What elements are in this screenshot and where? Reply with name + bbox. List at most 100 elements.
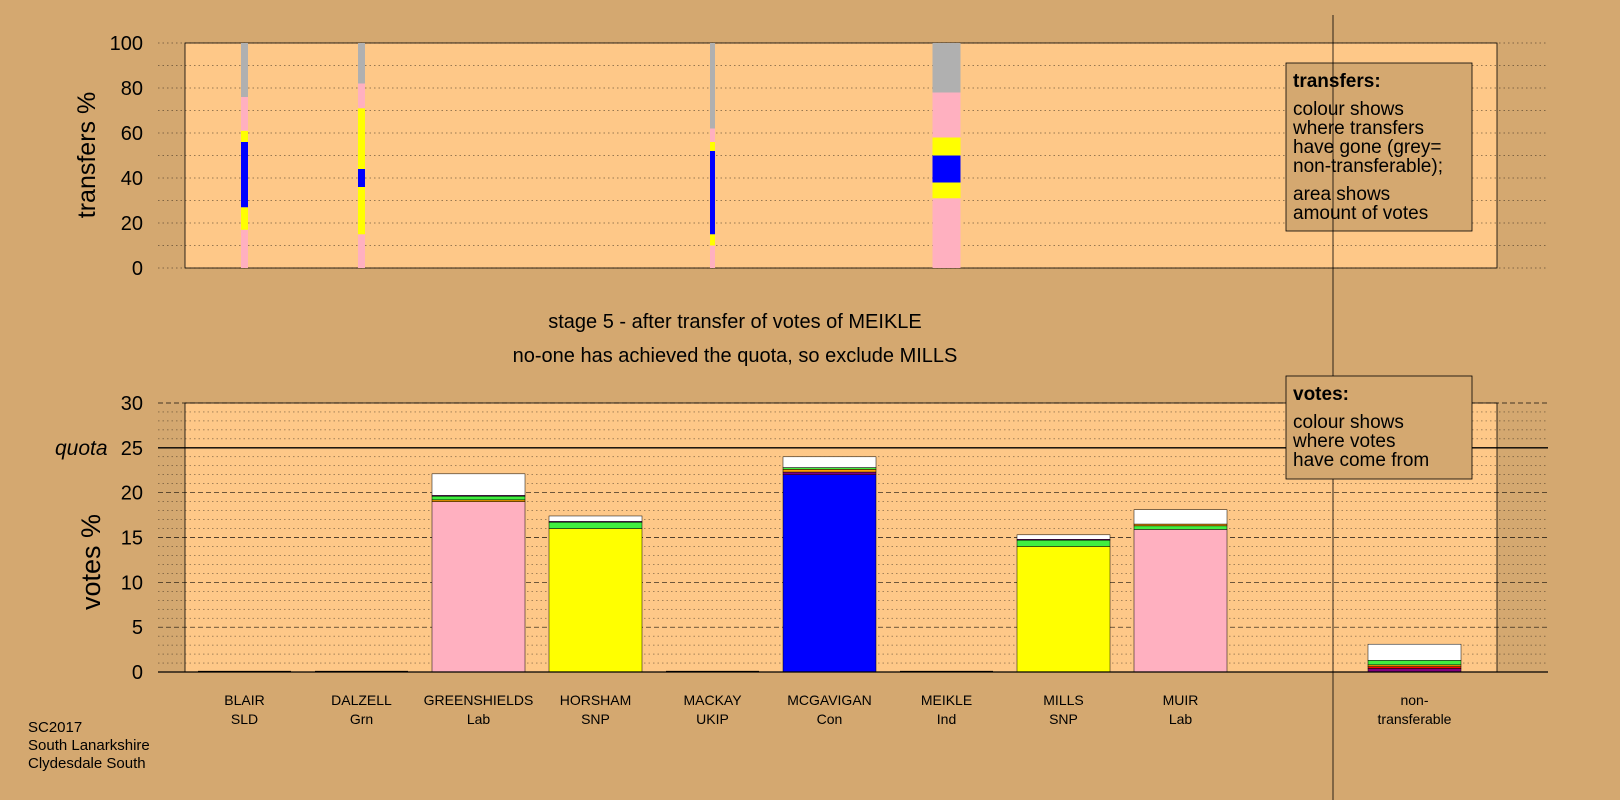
candidate-party-label: transferable (1378, 711, 1452, 727)
votes-tick-label: 5 (132, 617, 143, 639)
candidate-name-label: BLAIR (224, 692, 264, 708)
candidate-name-label: HORSHAM (560, 692, 632, 708)
transfer-segment-meikle-snp (932, 137, 961, 156)
vote-segment-non-sld (1367, 664, 1462, 667)
transfer-segment-mackay-snp (710, 234, 715, 246)
votes-legend-line: colour shows (1293, 412, 1404, 433)
votes-tick-label: 10 (121, 572, 143, 594)
candidate-party-label: Lab (1169, 711, 1193, 727)
vote-segment-horsham-grn (548, 522, 643, 529)
quota-status-message: no-one has achieved the quota, so exclud… (513, 345, 958, 367)
transfer-segment-mackay-con (710, 151, 715, 235)
transfer-segment-dalzell-snp (358, 108, 365, 169)
vote-segment-greenshields-sld (431, 499, 526, 502)
candidate-name-label: MACKAY (683, 692, 742, 708)
transfer-segment-dalzell-nontransferable (358, 43, 365, 84)
transfer-segment-mackay-lab (710, 245, 715, 268)
transfer-segment-dalzell-lab (358, 234, 365, 268)
candidate-party-label: SNP (1049, 711, 1078, 727)
transfers-legend-line: non-transferable); (1293, 156, 1443, 177)
vote-segment-horsham-new_transfer (548, 515, 643, 522)
vote-segment-muir-grn (1133, 525, 1228, 530)
transfer-segment-blair-lab (241, 229, 248, 268)
vote-segment-mcgavigan-grn (782, 467, 877, 470)
vote-segment-horsham-snp (548, 528, 643, 673)
election-footer-line: South Lanarkshire (28, 737, 150, 754)
vote-segment-muir-sld (1133, 523, 1228, 527)
vote-segment-mills-snp (1016, 546, 1111, 673)
transfers-legend-box (1285, 62, 1473, 232)
transfers-legend-title: transfers: (1293, 71, 1381, 92)
transfers-legend-line: colour shows (1293, 99, 1404, 120)
vote-segment-greenshields-lab (431, 501, 526, 673)
transfer-segment-dalzell-snp (358, 187, 365, 235)
transfers-tick-label: 100 (110, 33, 143, 55)
vote-segment-non-grn (1367, 660, 1462, 666)
transfers-legend-line: area shows (1293, 184, 1390, 205)
votes-tick-label: 25 (121, 438, 143, 460)
transfer-segment-dalzell-con (358, 169, 365, 187)
transfer-segment-blair-snp (241, 130, 248, 142)
transfer-segment-mackay-snp (710, 142, 715, 151)
candidate-name-label: GREENSHIELDS (424, 692, 534, 708)
transfers-plot-area (184, 42, 1498, 269)
vote-segment-mills-grn (1016, 539, 1111, 547)
votes-legend-box (1285, 375, 1473, 480)
vote-segment-mcgavigan-new_transfer (782, 456, 877, 468)
transfer-segment-blair-nontransferable (241, 43, 248, 97)
votes-legend-line: have come from (1293, 450, 1429, 471)
candidate-party-label: SLD (231, 711, 258, 727)
election-footer-line: Clydesdale South (28, 755, 146, 772)
transfer-segment-meikle-snp (932, 182, 961, 199)
candidate-name-label: MEIKLE (921, 692, 972, 708)
transfer-segment-dalzell-lab (358, 83, 365, 109)
candidate-name-label: non- (1400, 692, 1428, 708)
vote-segment-mcgavigan-con (782, 474, 877, 673)
transfer-segment-meikle-nontransferable (932, 43, 961, 93)
transfers-legend-line: have gone (grey= (1293, 137, 1441, 158)
transfer-segment-meikle-lab (932, 198, 961, 268)
votes-tick-label: 20 (121, 483, 143, 505)
quota-label: quota (55, 437, 108, 460)
candidate-party-label: Ind (937, 711, 956, 727)
vote-segment-muir-lab (1133, 529, 1228, 673)
candidate-party-label: Grn (350, 711, 373, 727)
transfers-tick-label: 80 (121, 78, 143, 100)
vote-segment-mills-new_transfer (1016, 534, 1111, 540)
candidate-party-label: SNP (581, 711, 610, 727)
candidate-name-label: MILLS (1043, 692, 1083, 708)
votes-tick-label: 15 (121, 528, 143, 550)
votes-tick-label: 0 (132, 662, 143, 684)
candidate-name-label: DALZELL (331, 692, 392, 708)
transfers-tick-label: 20 (121, 213, 143, 235)
vote-segment-mcgavigan-sld (782, 469, 877, 473)
transfer-segment-blair-con (241, 142, 248, 208)
candidate-name-label: MUIR (1163, 692, 1199, 708)
votes-tick-label: 30 (121, 393, 143, 415)
votes-axis-title: votes % (76, 514, 106, 610)
vote-segment-greenshields-grn (431, 496, 526, 501)
transfer-segment-meikle-con (932, 155, 961, 183)
transfer-segment-mackay-lab (710, 128, 715, 142)
transfers-tick-label: 40 (121, 168, 143, 190)
candidate-name-label: MCGAVIGAN (787, 692, 872, 708)
vote-segment-non-new_transfer (1367, 643, 1462, 661)
election-footer-line: SC2017 (28, 719, 82, 736)
transfers-tick-label: 60 (121, 123, 143, 145)
transfers-tick-label: 0 (132, 258, 143, 280)
votes-legend-title: votes: (1293, 384, 1349, 405)
vote-segment-greenshields-new_transfer (431, 473, 526, 496)
transfers-legend-line: where transfers (1292, 118, 1424, 139)
stage-description: stage 5 - after transfer of votes of MEI… (548, 311, 922, 333)
candidate-party-label: UKIP (696, 711, 729, 727)
votes-legend-line: where votes (1292, 431, 1395, 452)
transfer-segment-meikle-lab (932, 92, 961, 138)
transfers-legend-line: amount of votes (1293, 203, 1428, 224)
transfer-segment-blair-lab (241, 97, 248, 131)
vote-segment-non-ind (1367, 666, 1462, 669)
transfers-axis-title: transfers % (73, 92, 101, 218)
transfer-segment-mackay-nontransferable (710, 43, 715, 129)
candidate-party-label: Lab (467, 711, 491, 727)
vote-segment-muir-new_transfer (1133, 509, 1228, 525)
